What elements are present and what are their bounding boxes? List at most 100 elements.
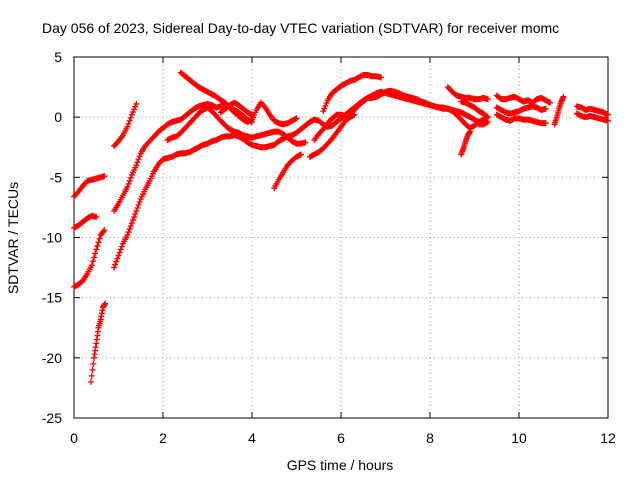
data-point xyxy=(131,106,138,113)
series-track-20 xyxy=(493,111,549,127)
data-point xyxy=(115,252,122,259)
series-track-23 xyxy=(573,110,611,124)
data-point xyxy=(293,115,300,122)
x-tick-label: 12 xyxy=(600,430,616,446)
data-point xyxy=(127,114,134,121)
data-point xyxy=(261,103,268,110)
y-tick-label: -15 xyxy=(42,290,62,306)
series-track-3 xyxy=(71,227,108,290)
data-point xyxy=(133,162,140,169)
data-point xyxy=(378,74,385,81)
data-point xyxy=(135,202,142,209)
series-track-7 xyxy=(111,88,487,271)
data-point xyxy=(114,255,121,262)
y-tick-label: 0 xyxy=(54,109,62,125)
y-tick-label: 5 xyxy=(54,49,62,65)
x-axis-label: GPS time / hours xyxy=(287,457,394,473)
data-point xyxy=(88,262,95,269)
data-point xyxy=(136,153,143,160)
series-track-9 xyxy=(164,104,309,147)
series-track-5 xyxy=(111,100,140,150)
data-point xyxy=(96,235,103,242)
data-point xyxy=(90,360,97,367)
data-point xyxy=(297,151,304,158)
series-track-17 xyxy=(458,98,491,128)
y-tick-label: -5 xyxy=(50,169,63,185)
y-tick-label: -10 xyxy=(42,230,62,246)
x-tick-label: 10 xyxy=(511,430,527,446)
data-point xyxy=(112,261,119,268)
data-point xyxy=(88,372,95,379)
data-point xyxy=(467,128,474,135)
y-tick-label: -20 xyxy=(42,350,62,366)
x-tick-label: 2 xyxy=(159,430,167,446)
data-point xyxy=(560,93,567,100)
grid-lines xyxy=(74,57,608,418)
chart-title: Day 056 of 2023, Sidereal Day-to-day VTE… xyxy=(42,20,559,36)
data-point xyxy=(129,217,136,224)
data-point xyxy=(542,120,549,127)
data-point xyxy=(89,258,96,265)
series-track-13 xyxy=(306,111,358,160)
data-point xyxy=(126,226,133,233)
x-tick-label: 4 xyxy=(248,430,256,446)
series-track-8 xyxy=(177,69,300,128)
data-point xyxy=(89,366,96,373)
y-tick-label: -25 xyxy=(42,410,62,426)
series-track-15 xyxy=(444,84,491,103)
series-track-2 xyxy=(71,212,100,231)
data-point xyxy=(91,254,98,261)
data-point xyxy=(127,174,134,181)
data-point xyxy=(125,120,132,127)
series-track-1 xyxy=(71,173,108,200)
x-tick-label: 6 xyxy=(337,430,345,446)
x-tick-label: 0 xyxy=(70,430,78,446)
data-point xyxy=(101,173,108,180)
data-point xyxy=(131,214,138,221)
data-point xyxy=(102,300,109,307)
data-point xyxy=(133,100,140,107)
data-points xyxy=(71,69,611,385)
data-point xyxy=(302,139,309,146)
data-point xyxy=(111,264,118,271)
data-point xyxy=(132,211,139,218)
data-point xyxy=(323,100,330,107)
data-point xyxy=(484,96,491,103)
data-point xyxy=(125,180,132,187)
data-point xyxy=(124,183,131,190)
series-track-21 xyxy=(551,93,567,128)
data-point xyxy=(605,111,611,118)
data-point xyxy=(542,105,549,112)
y-axis-label: SDTVAR / TECUs xyxy=(5,182,21,294)
data-point xyxy=(134,205,141,212)
data-point xyxy=(320,108,327,115)
axis-ticks: 0 2 4 6 8 10 12 -25 -20 -15 -10 -5 0 5 xyxy=(42,49,616,446)
data-point xyxy=(128,220,135,227)
series-track-12 xyxy=(311,87,487,144)
data-point xyxy=(93,246,100,253)
data-point xyxy=(125,229,132,236)
data-point xyxy=(128,111,135,118)
x-tick-label: 8 xyxy=(426,430,434,446)
data-point xyxy=(322,102,329,109)
data-point xyxy=(133,208,140,215)
series-track-14 xyxy=(320,72,385,115)
data-point xyxy=(94,242,101,249)
data-point xyxy=(129,109,136,116)
data-point xyxy=(118,243,125,250)
data-point xyxy=(127,223,134,230)
data-point xyxy=(321,105,328,112)
series-track-11 xyxy=(271,151,304,192)
data-point xyxy=(249,111,255,118)
data-point xyxy=(101,227,108,234)
data-point xyxy=(117,246,124,253)
data-point xyxy=(484,118,491,125)
series-track-22 xyxy=(573,103,611,118)
series-track-16 xyxy=(458,128,474,158)
data-point xyxy=(136,199,143,206)
data-point xyxy=(135,156,142,163)
data-point xyxy=(126,117,133,124)
data-point xyxy=(100,228,107,235)
series-track-19 xyxy=(493,103,549,117)
data-point xyxy=(126,177,133,184)
